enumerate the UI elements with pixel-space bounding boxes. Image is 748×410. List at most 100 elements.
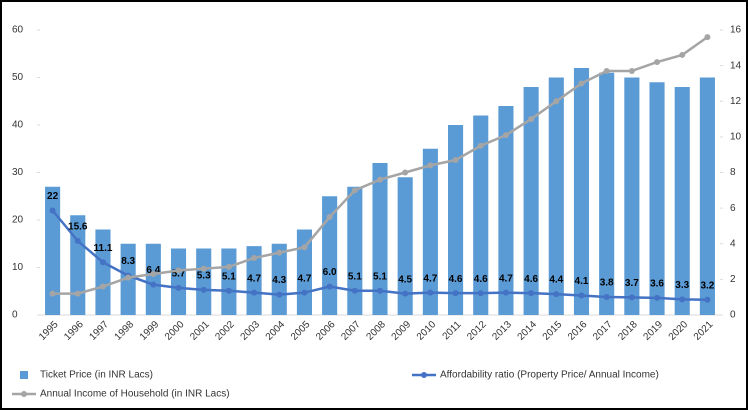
bar <box>246 246 262 315</box>
marker <box>528 290 535 297</box>
marker <box>502 132 509 139</box>
bar <box>599 72 615 315</box>
marker <box>654 59 661 66</box>
y2-tick-label: 4 <box>730 238 736 249</box>
marker <box>377 176 383 183</box>
data-label: 5.1 <box>222 271 236 282</box>
bar <box>347 186 363 315</box>
marker <box>704 296 711 303</box>
marker <box>477 290 484 297</box>
bar <box>573 68 590 315</box>
data-label: 4.6 <box>449 274 463 285</box>
marker <box>74 237 81 244</box>
data-label: 15.6 <box>68 222 88 233</box>
y2-tick-label: 16 <box>730 25 742 36</box>
data-label: 4.6 <box>524 274 538 285</box>
bar <box>498 106 514 315</box>
marker <box>99 283 106 290</box>
marker <box>553 98 560 105</box>
bar <box>322 196 338 315</box>
data-label: 6.4 <box>146 265 160 276</box>
marker <box>301 244 308 251</box>
legend-label: Affordability ratio (Property Price/ Ann… <box>440 370 659 381</box>
marker <box>628 67 635 74</box>
y2-tick-label: 12 <box>730 96 742 107</box>
marker <box>150 271 157 278</box>
data-label: 5.3 <box>197 270 211 281</box>
marker <box>452 290 459 297</box>
bar <box>523 87 539 315</box>
data-label: 3.3 <box>675 280 689 291</box>
marker <box>402 169 409 176</box>
marker <box>175 284 182 291</box>
marker <box>49 207 56 214</box>
marker <box>628 294 635 301</box>
data-label: 5.1 <box>373 271 387 282</box>
bar <box>170 248 187 315</box>
marker <box>225 287 232 294</box>
data-label: 11.1 <box>94 243 113 254</box>
bar <box>397 177 413 315</box>
bar <box>70 215 86 315</box>
data-label: 3.2 <box>700 280 714 291</box>
marker <box>225 263 232 270</box>
marker <box>99 259 106 266</box>
bar <box>473 115 489 315</box>
y2-tick-label: 2 <box>730 274 736 285</box>
legend-label: Annual Income of Household (in INR Lacs) <box>40 389 230 400</box>
marker <box>679 51 686 58</box>
y2-tick-label: 8 <box>730 167 736 178</box>
marker <box>502 289 509 296</box>
marker <box>301 289 308 296</box>
marker <box>251 289 258 296</box>
data-label: 4.1 <box>575 276 589 287</box>
data-label: 4.7 <box>499 273 513 284</box>
bar <box>422 148 438 315</box>
y-tick-label: 50 <box>12 72 24 83</box>
marker <box>402 290 409 297</box>
data-label: 3.8 <box>600 278 614 289</box>
data-label: 4.3 <box>272 275 286 286</box>
data-label: 4.4 <box>549 275 563 286</box>
legend-swatch <box>20 371 28 379</box>
bar <box>196 248 212 315</box>
bar <box>372 163 388 315</box>
marker <box>276 249 283 256</box>
y-tick-label: 30 <box>12 167 24 178</box>
marker <box>351 287 358 294</box>
y-tick-label: 60 <box>12 25 24 36</box>
marker <box>326 283 333 290</box>
bar <box>145 243 161 315</box>
bar <box>95 229 111 315</box>
data-label: 5.1 <box>348 271 362 282</box>
marker <box>351 187 358 194</box>
marker <box>377 287 383 294</box>
marker <box>477 142 484 149</box>
marker <box>704 34 711 41</box>
data-label: 6.0 <box>323 267 337 278</box>
marker <box>603 67 610 74</box>
marker <box>175 267 182 274</box>
marker <box>578 292 585 299</box>
marker <box>150 281 157 288</box>
y2-tick-label: 6 <box>730 203 736 214</box>
bar <box>448 125 464 315</box>
data-label: 8.3 <box>121 256 135 267</box>
marker <box>326 214 333 221</box>
y-tick-label: 0 <box>12 310 18 321</box>
marker <box>603 293 610 300</box>
marker <box>452 157 459 164</box>
marker <box>578 80 585 87</box>
data-label: 4.5 <box>398 274 412 285</box>
y2-tick-label: 0 <box>730 310 736 321</box>
marker <box>49 290 56 297</box>
data-label: 22 <box>47 191 59 202</box>
legend-label: Ticket Price (in INR Lacs) <box>40 370 153 381</box>
data-label: 3.6 <box>650 279 664 290</box>
data-label: 4.6 <box>474 274 488 285</box>
data-label: 4.7 <box>247 273 261 284</box>
legend-marker <box>21 391 27 397</box>
marker <box>528 116 535 123</box>
y-tick-label: 40 <box>12 120 24 131</box>
